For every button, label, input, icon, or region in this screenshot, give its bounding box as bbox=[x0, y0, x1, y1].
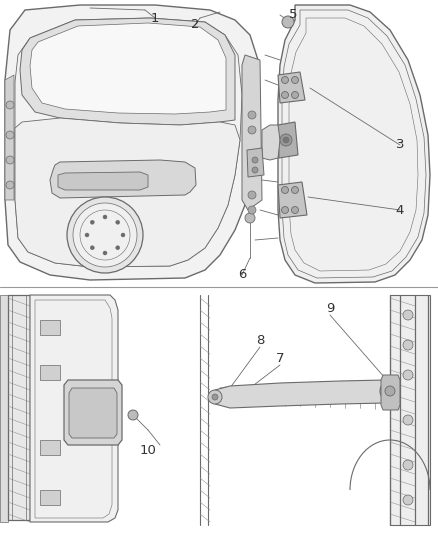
Circle shape bbox=[116, 220, 120, 224]
Circle shape bbox=[292, 206, 299, 214]
Polygon shape bbox=[0, 295, 8, 522]
Circle shape bbox=[282, 206, 289, 214]
Polygon shape bbox=[247, 148, 264, 177]
Circle shape bbox=[292, 187, 299, 193]
Circle shape bbox=[67, 197, 143, 273]
Circle shape bbox=[385, 386, 395, 396]
Text: 4: 4 bbox=[396, 204, 404, 216]
Circle shape bbox=[6, 101, 14, 109]
Polygon shape bbox=[64, 380, 122, 445]
Polygon shape bbox=[381, 375, 400, 410]
Circle shape bbox=[208, 390, 222, 404]
Circle shape bbox=[403, 415, 413, 425]
Circle shape bbox=[85, 233, 89, 237]
Circle shape bbox=[282, 187, 289, 193]
Polygon shape bbox=[58, 172, 148, 190]
Circle shape bbox=[121, 233, 125, 237]
Polygon shape bbox=[262, 125, 280, 160]
Circle shape bbox=[403, 495, 413, 505]
Text: 5: 5 bbox=[289, 9, 297, 21]
Circle shape bbox=[128, 410, 138, 420]
Circle shape bbox=[103, 251, 107, 255]
Circle shape bbox=[252, 167, 258, 173]
Polygon shape bbox=[40, 440, 60, 455]
Polygon shape bbox=[5, 5, 260, 280]
Polygon shape bbox=[8, 295, 30, 520]
Circle shape bbox=[6, 131, 14, 139]
Circle shape bbox=[403, 460, 413, 470]
Circle shape bbox=[252, 157, 258, 163]
Text: 2: 2 bbox=[191, 19, 199, 31]
Circle shape bbox=[73, 203, 137, 267]
Polygon shape bbox=[278, 182, 307, 218]
Circle shape bbox=[403, 310, 413, 320]
Text: 1: 1 bbox=[151, 12, 159, 25]
Polygon shape bbox=[5, 75, 14, 200]
Polygon shape bbox=[278, 72, 305, 103]
Polygon shape bbox=[40, 365, 60, 380]
Circle shape bbox=[248, 126, 256, 134]
Polygon shape bbox=[212, 380, 395, 408]
Polygon shape bbox=[30, 23, 226, 114]
Text: 10: 10 bbox=[140, 443, 156, 456]
Circle shape bbox=[116, 246, 120, 250]
Circle shape bbox=[6, 181, 14, 189]
Polygon shape bbox=[390, 295, 430, 525]
Circle shape bbox=[245, 213, 255, 223]
Polygon shape bbox=[20, 18, 235, 125]
Polygon shape bbox=[40, 320, 60, 335]
Circle shape bbox=[248, 206, 256, 214]
Circle shape bbox=[212, 394, 218, 400]
Circle shape bbox=[403, 340, 413, 350]
Polygon shape bbox=[69, 388, 117, 438]
Polygon shape bbox=[242, 55, 262, 210]
Text: 8: 8 bbox=[256, 334, 264, 346]
Circle shape bbox=[403, 370, 413, 380]
Circle shape bbox=[103, 215, 107, 219]
Text: 9: 9 bbox=[326, 302, 334, 314]
Circle shape bbox=[282, 16, 294, 28]
Polygon shape bbox=[15, 118, 240, 267]
Polygon shape bbox=[278, 5, 430, 283]
Polygon shape bbox=[50, 160, 196, 198]
Polygon shape bbox=[40, 490, 60, 505]
Text: 3: 3 bbox=[396, 139, 404, 151]
Text: 6: 6 bbox=[238, 269, 246, 281]
Text: 7: 7 bbox=[276, 351, 284, 365]
Circle shape bbox=[282, 92, 289, 99]
Polygon shape bbox=[30, 295, 118, 522]
Circle shape bbox=[248, 191, 256, 199]
Circle shape bbox=[282, 77, 289, 84]
Circle shape bbox=[90, 220, 94, 224]
Circle shape bbox=[248, 111, 256, 119]
Circle shape bbox=[292, 92, 299, 99]
Circle shape bbox=[90, 246, 94, 250]
Circle shape bbox=[380, 381, 400, 401]
Polygon shape bbox=[278, 122, 298, 158]
Circle shape bbox=[283, 137, 289, 143]
Circle shape bbox=[280, 134, 292, 146]
Circle shape bbox=[292, 77, 299, 84]
Circle shape bbox=[6, 156, 14, 164]
